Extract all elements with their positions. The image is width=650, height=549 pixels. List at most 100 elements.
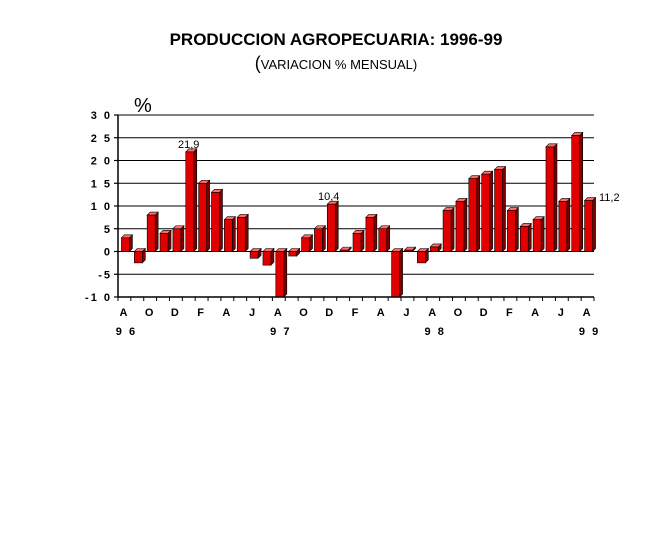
annotation-label-2: 10,4 bbox=[318, 191, 339, 203]
bar-side-3 bbox=[154, 211, 159, 253]
y-tick-label-0: 3 0 bbox=[91, 110, 112, 122]
x-tick-label-7: O bbox=[299, 307, 310, 319]
bar-face-6 bbox=[185, 151, 195, 252]
bar-13 bbox=[275, 247, 288, 298]
bar-face-24 bbox=[417, 251, 426, 264]
bar-side-5 bbox=[180, 225, 185, 253]
x-tick-label-5: J bbox=[249, 307, 257, 319]
bar-24 bbox=[416, 247, 430, 264]
bar-face-15 bbox=[301, 237, 310, 252]
bar-20 bbox=[365, 213, 378, 253]
bar-2 bbox=[133, 247, 147, 264]
bar-face-35 bbox=[558, 201, 568, 252]
bar-face-32 bbox=[519, 226, 529, 252]
x-year-label-0: 9 6 bbox=[116, 326, 137, 338]
bar-9 bbox=[223, 215, 237, 253]
bar-side-26 bbox=[450, 206, 455, 253]
bar-face-4 bbox=[159, 233, 169, 252]
bar-face-9 bbox=[224, 219, 233, 252]
bar-21 bbox=[378, 225, 391, 253]
bar-face-23 bbox=[404, 249, 413, 252]
bar-face-7 bbox=[198, 182, 207, 252]
bar-37 bbox=[583, 196, 597, 253]
bar-27 bbox=[455, 197, 468, 253]
y-tick-label-3: 1 5 bbox=[91, 178, 112, 190]
x-tick-label-14: D bbox=[480, 307, 490, 319]
bar-face-8 bbox=[211, 192, 220, 252]
x-year-label-1: 9 7 bbox=[270, 326, 291, 338]
x-tick-label-8: D bbox=[325, 307, 335, 319]
x-tick-label-2: D bbox=[171, 307, 181, 319]
x-tick-label-1: O bbox=[145, 307, 156, 319]
bar-side-30 bbox=[502, 165, 506, 253]
bar-side-16 bbox=[322, 225, 326, 253]
bar-face-12 bbox=[262, 251, 272, 266]
bar-14 bbox=[287, 247, 301, 257]
bar-face-16 bbox=[314, 228, 323, 252]
bar-25 bbox=[429, 243, 442, 253]
bar-28 bbox=[468, 174, 481, 253]
bar-side-10 bbox=[244, 213, 249, 253]
bar-face-28 bbox=[468, 178, 478, 252]
bar-side-37 bbox=[592, 196, 596, 253]
bar-33 bbox=[532, 215, 545, 253]
bar-side-29 bbox=[489, 170, 493, 253]
x-tick-label-11: J bbox=[403, 307, 411, 319]
x-tick-label-10: A bbox=[377, 307, 387, 319]
bar-side-27 bbox=[463, 197, 468, 253]
bar-12 bbox=[262, 247, 275, 266]
bar-side-34 bbox=[553, 143, 558, 253]
bar-side-7 bbox=[206, 179, 210, 253]
bar-face-33 bbox=[532, 219, 542, 252]
bar-face-31 bbox=[507, 210, 516, 252]
x-tick-label-4: A bbox=[222, 307, 232, 319]
x-tick-label-9: F bbox=[352, 307, 361, 319]
subtitle-text: VARIACION % MENSUAL) bbox=[260, 57, 418, 72]
bar-face-30 bbox=[494, 169, 503, 252]
bar-face-3 bbox=[146, 214, 156, 252]
bar-face-36 bbox=[571, 135, 580, 252]
x-tick-label-17: J bbox=[558, 307, 566, 319]
bar-face-13 bbox=[275, 251, 285, 298]
bar-side-21 bbox=[386, 225, 391, 253]
bar-face-10 bbox=[236, 217, 246, 252]
bar-side-17 bbox=[334, 200, 339, 253]
bar-35 bbox=[558, 197, 571, 253]
bar-30 bbox=[493, 165, 507, 253]
bar-15 bbox=[300, 234, 314, 253]
bar-32 bbox=[519, 222, 532, 253]
bar-side-13 bbox=[283, 247, 288, 298]
bar-face-34 bbox=[545, 146, 555, 252]
axes bbox=[114, 114, 595, 301]
bar-face-18 bbox=[339, 249, 349, 252]
bar-side-22 bbox=[399, 247, 403, 298]
bar-16 bbox=[313, 225, 327, 253]
y-tick-label-2: 2 0 bbox=[91, 156, 112, 168]
bar-face-25 bbox=[429, 246, 439, 252]
bar-1 bbox=[120, 234, 134, 253]
bar-29 bbox=[480, 170, 494, 253]
x-tick-label-0: A bbox=[119, 307, 129, 319]
x-tick-label-18: A bbox=[583, 307, 593, 319]
bar-face-11 bbox=[249, 251, 259, 259]
annotation-label-3: 11,2 bbox=[599, 192, 620, 204]
bar-7 bbox=[197, 179, 211, 253]
bar-31 bbox=[506, 206, 520, 253]
x-tick-label-3: F bbox=[197, 307, 206, 319]
axis-labels: 3 0 2 5 2 0 1 5 1 0 5 0 -5 -1 0 A O D F A J A O D F A J A O D F A… bbox=[85, 110, 600, 338]
bar-side-19 bbox=[360, 229, 365, 253]
bar-face-20 bbox=[365, 217, 375, 252]
bar-face-17 bbox=[326, 203, 336, 252]
y-tick-label-7: -5 bbox=[98, 269, 112, 281]
bar-19 bbox=[352, 229, 365, 253]
x-year-label-3: 9 9 bbox=[579, 326, 600, 338]
x-tick-label-16: A bbox=[531, 307, 541, 319]
bar-22 bbox=[390, 247, 404, 298]
bar-18 bbox=[339, 246, 352, 253]
bar-26 bbox=[442, 206, 455, 253]
bar-34 bbox=[545, 143, 558, 253]
bar-side-36 bbox=[579, 131, 583, 253]
bar-face-19 bbox=[352, 233, 362, 252]
bar-11 bbox=[249, 247, 262, 260]
